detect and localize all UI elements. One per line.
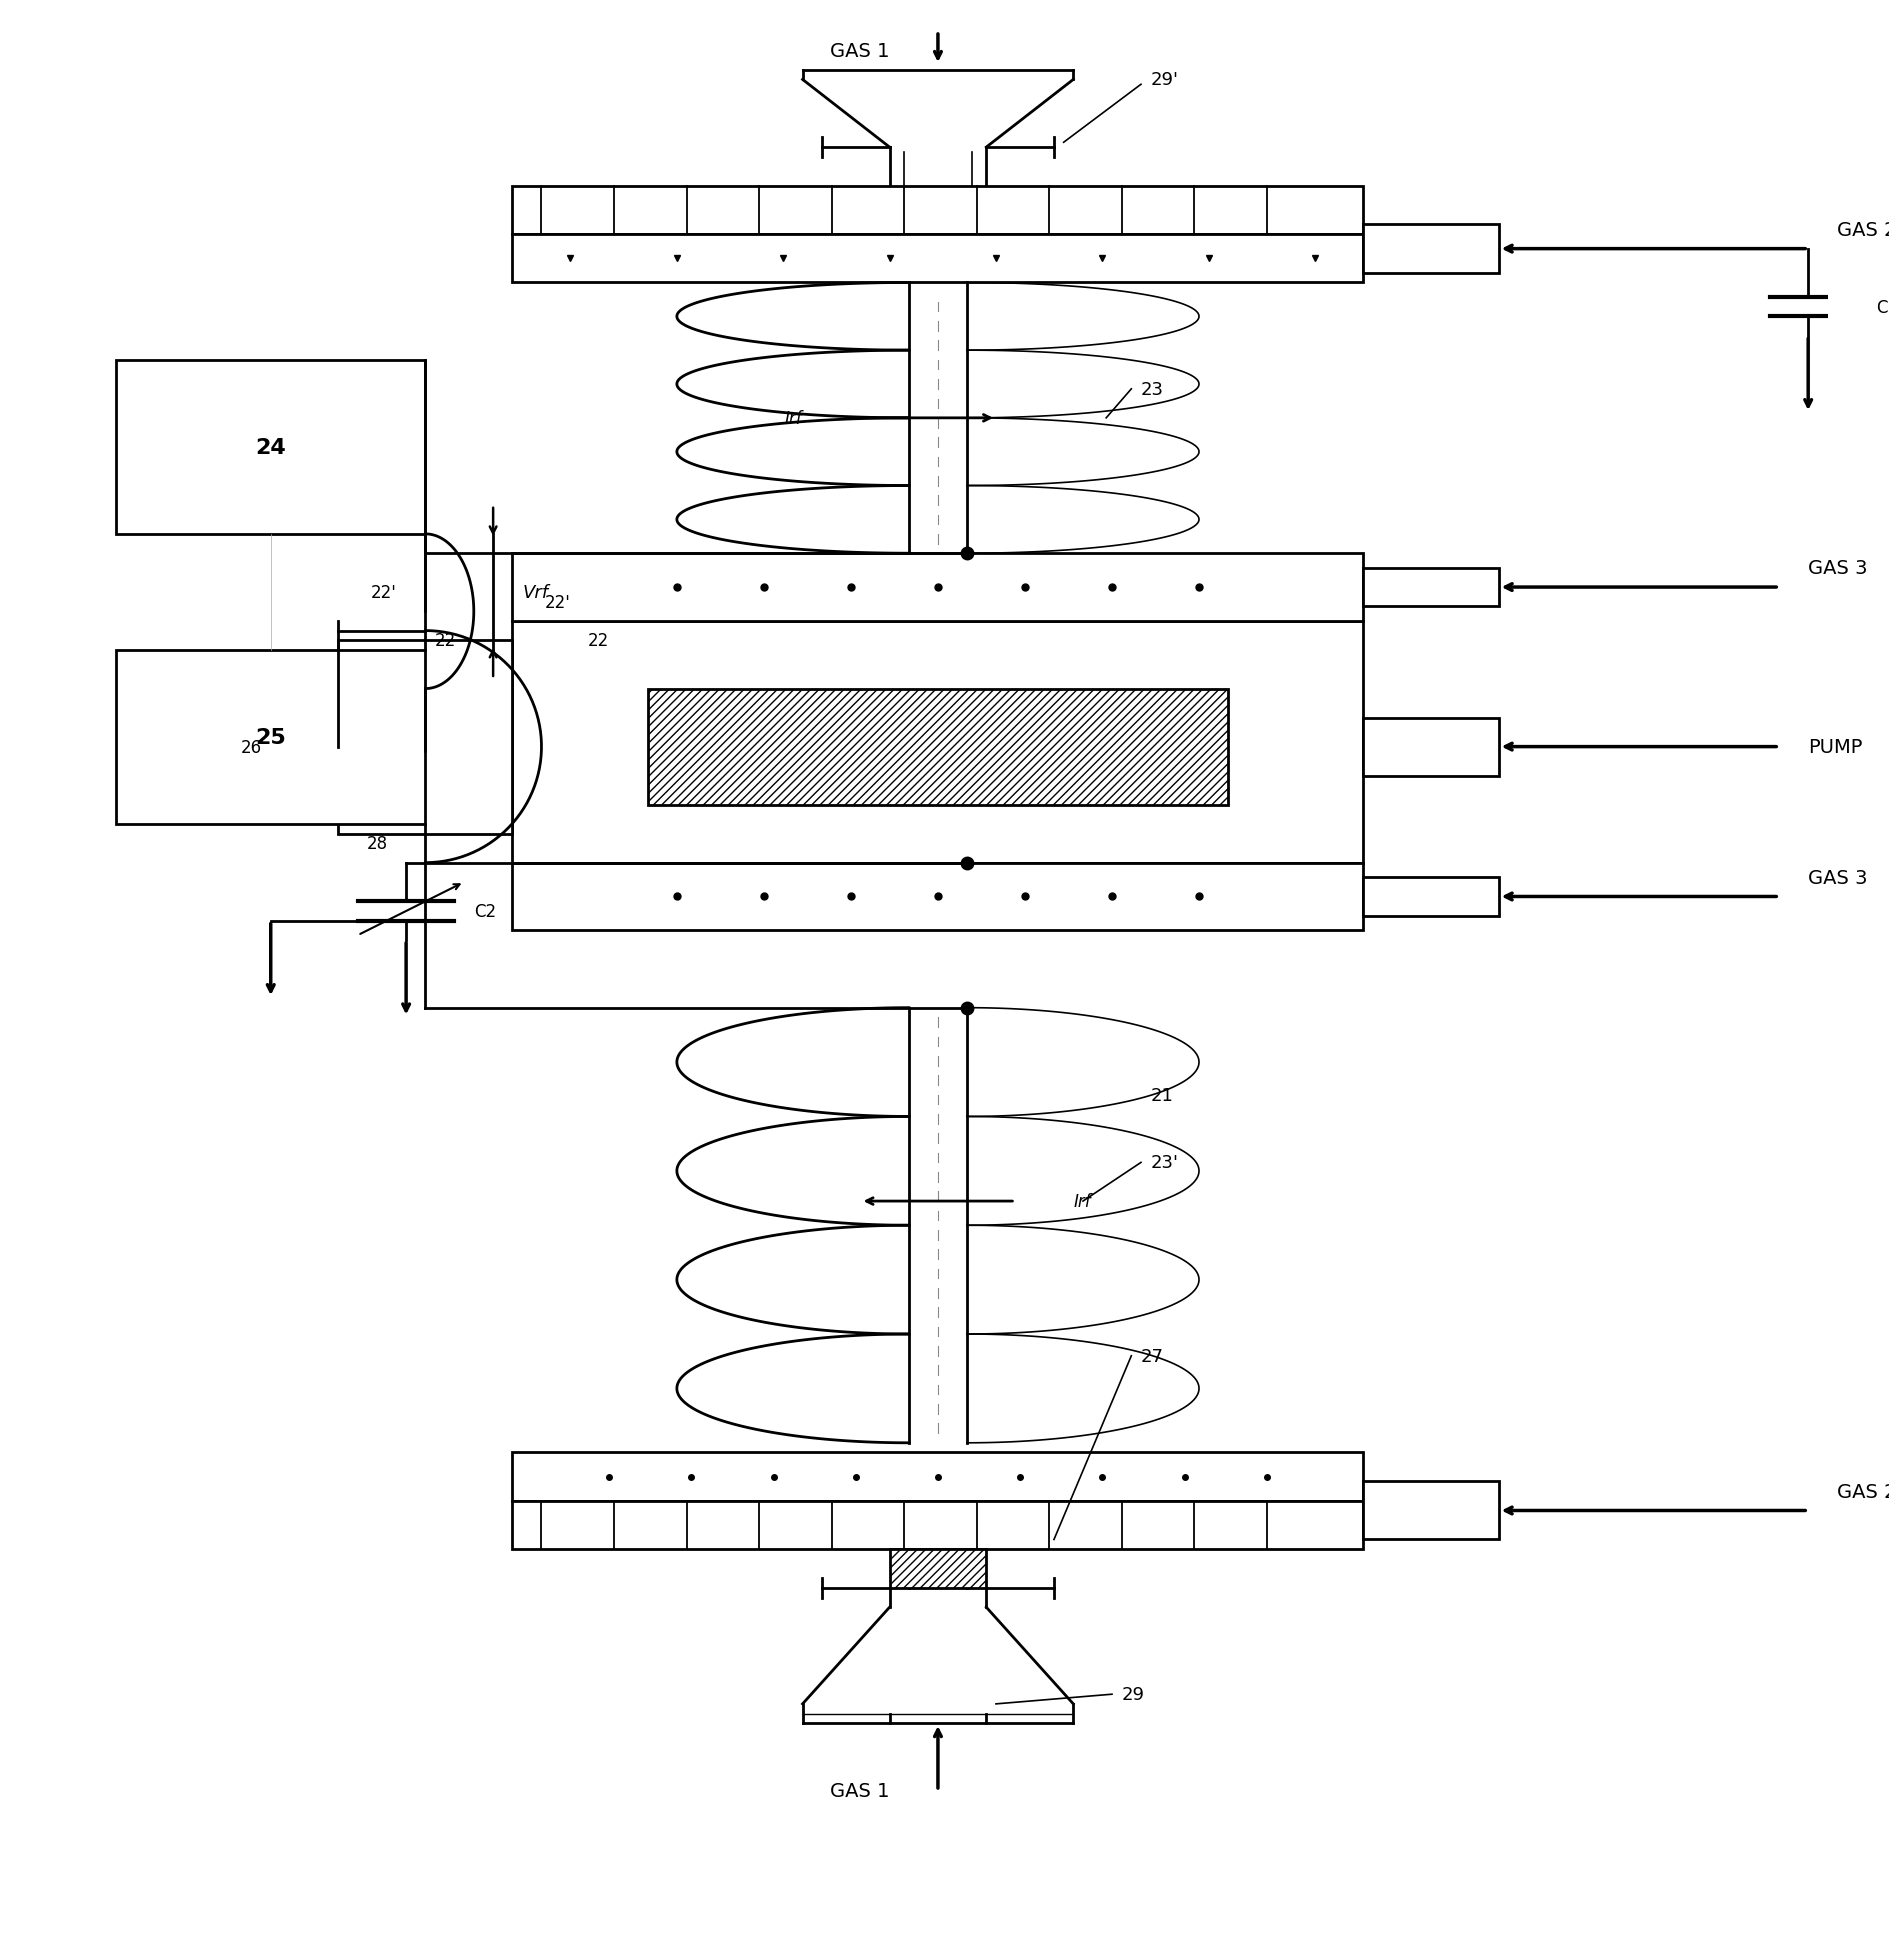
Bar — [338, 642, 512, 834]
Bar — [115, 361, 425, 535]
Bar — [1362, 225, 1498, 273]
Text: Irf: Irf — [1073, 1192, 1090, 1210]
Bar — [512, 555, 1362, 622]
Text: 28': 28' — [1111, 564, 1137, 582]
Text: 21: 21 — [1150, 1086, 1173, 1103]
Text: 23: 23 — [1141, 380, 1164, 399]
Bar — [512, 186, 1362, 235]
Bar — [512, 1452, 1362, 1501]
Text: GAS 3: GAS 3 — [1808, 558, 1866, 578]
Bar — [512, 235, 1362, 283]
Bar — [512, 863, 1362, 931]
Text: C1: C1 — [1876, 299, 1889, 316]
Text: Irf: Irf — [784, 409, 803, 429]
Text: 27': 27' — [1150, 207, 1179, 225]
Bar — [512, 1501, 1362, 1549]
Text: GAS 1: GAS 1 — [829, 43, 890, 60]
Bar — [1362, 878, 1498, 917]
Text: 25: 25 — [255, 727, 285, 748]
Text: 22: 22 — [434, 632, 455, 650]
Text: 26: 26 — [240, 739, 263, 756]
Text: 24: 24 — [255, 438, 285, 458]
Text: 22: 22 — [587, 632, 608, 650]
Bar — [890, 1549, 986, 1588]
Text: 28: 28 — [366, 836, 387, 853]
Bar — [1362, 568, 1498, 607]
Text: GAS 1: GAS 1 — [829, 1782, 890, 1799]
Text: GAS 2: GAS 2 — [1836, 1481, 1889, 1501]
Text: 27: 27 — [1141, 1348, 1164, 1365]
Bar — [512, 622, 1362, 863]
Text: 23': 23' — [1150, 1154, 1179, 1171]
Text: 29: 29 — [1120, 1685, 1145, 1702]
Bar — [115, 652, 425, 824]
Text: 22': 22' — [370, 584, 397, 601]
Text: C2: C2 — [474, 902, 495, 921]
Bar — [648, 688, 1228, 805]
Bar — [1362, 1481, 1498, 1540]
Text: GAS 3: GAS 3 — [1808, 869, 1866, 888]
Text: PUMP: PUMP — [1808, 737, 1861, 756]
Text: Vrf: Vrf — [521, 584, 548, 601]
Text: 22': 22' — [544, 593, 570, 611]
Text: 29': 29' — [1150, 72, 1179, 89]
Bar — [1362, 717, 1498, 776]
Text: GAS 2: GAS 2 — [1836, 221, 1889, 240]
